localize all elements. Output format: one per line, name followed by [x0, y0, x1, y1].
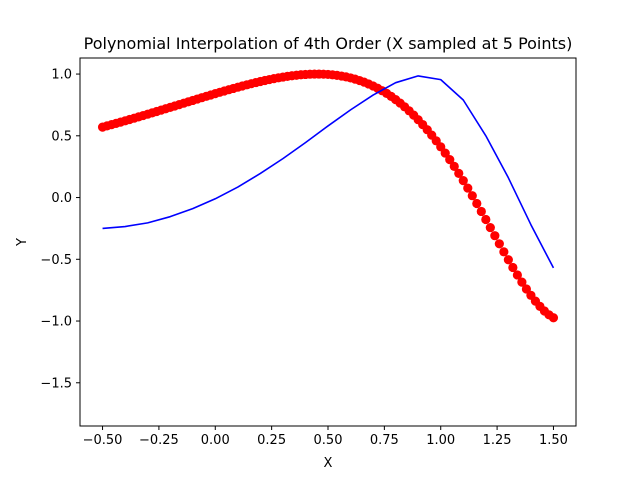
x-tick-label: 1.00: [426, 433, 455, 448]
scatter-point: [445, 154, 455, 165]
scatter-point: [440, 148, 450, 158]
scatter-point: [449, 161, 459, 171]
x-tick-label: 1.50: [539, 433, 568, 448]
axes-ticks: −0.50 −0.25 0.00 0.25 0.50 0.75 1.00 1.25 1.50 −1…: [40, 68, 568, 448]
x-tick-label: −0.25: [139, 433, 179, 448]
scatter-point: [508, 262, 518, 273]
scatter-point: [521, 284, 532, 294]
scatter-point: [485, 222, 495, 233]
interpolation-line: [102, 75, 555, 269]
chart-title: Polynomial Interpolation of 4th Order (X…: [84, 34, 573, 53]
scatter-point: [481, 214, 491, 225]
scatter-point: [463, 183, 473, 193]
x-tick-label: 0.00: [201, 433, 230, 448]
y-tick-label: 0.5: [51, 129, 72, 144]
x-axis-label: X: [324, 456, 333, 471]
scatter-point: [476, 206, 486, 217]
scatter-point: [517, 277, 527, 287]
x-tick-label: 0.50: [314, 433, 343, 448]
scatter-point: [467, 191, 477, 201]
x-tick-label: 1.25: [483, 433, 512, 448]
scatter-point: [454, 168, 464, 178]
x-tick-label: 0.25: [257, 433, 286, 448]
x-tick-label: −0.50: [83, 433, 123, 448]
y-axis-label: Y: [15, 238, 30, 247]
scatter-point: [458, 176, 468, 186]
y-tick-label: −1.5: [40, 376, 72, 391]
scatter-point: [472, 198, 482, 209]
scatter-point: [490, 231, 500, 241]
scatter-point: [499, 247, 509, 257]
y-tick-label: −0.5: [40, 253, 72, 268]
plot-area: [97, 69, 559, 323]
y-tick-label: 1.0: [51, 68, 72, 83]
y-tick-label: 0.0: [51, 191, 72, 206]
scatter-point: [503, 255, 513, 265]
scatter-point: [512, 270, 522, 280]
scatter-point: [494, 239, 504, 249]
y-tick-label: −1.0: [40, 315, 72, 330]
x-tick-label: 0.75: [370, 433, 399, 448]
scatter-point: [548, 313, 559, 323]
